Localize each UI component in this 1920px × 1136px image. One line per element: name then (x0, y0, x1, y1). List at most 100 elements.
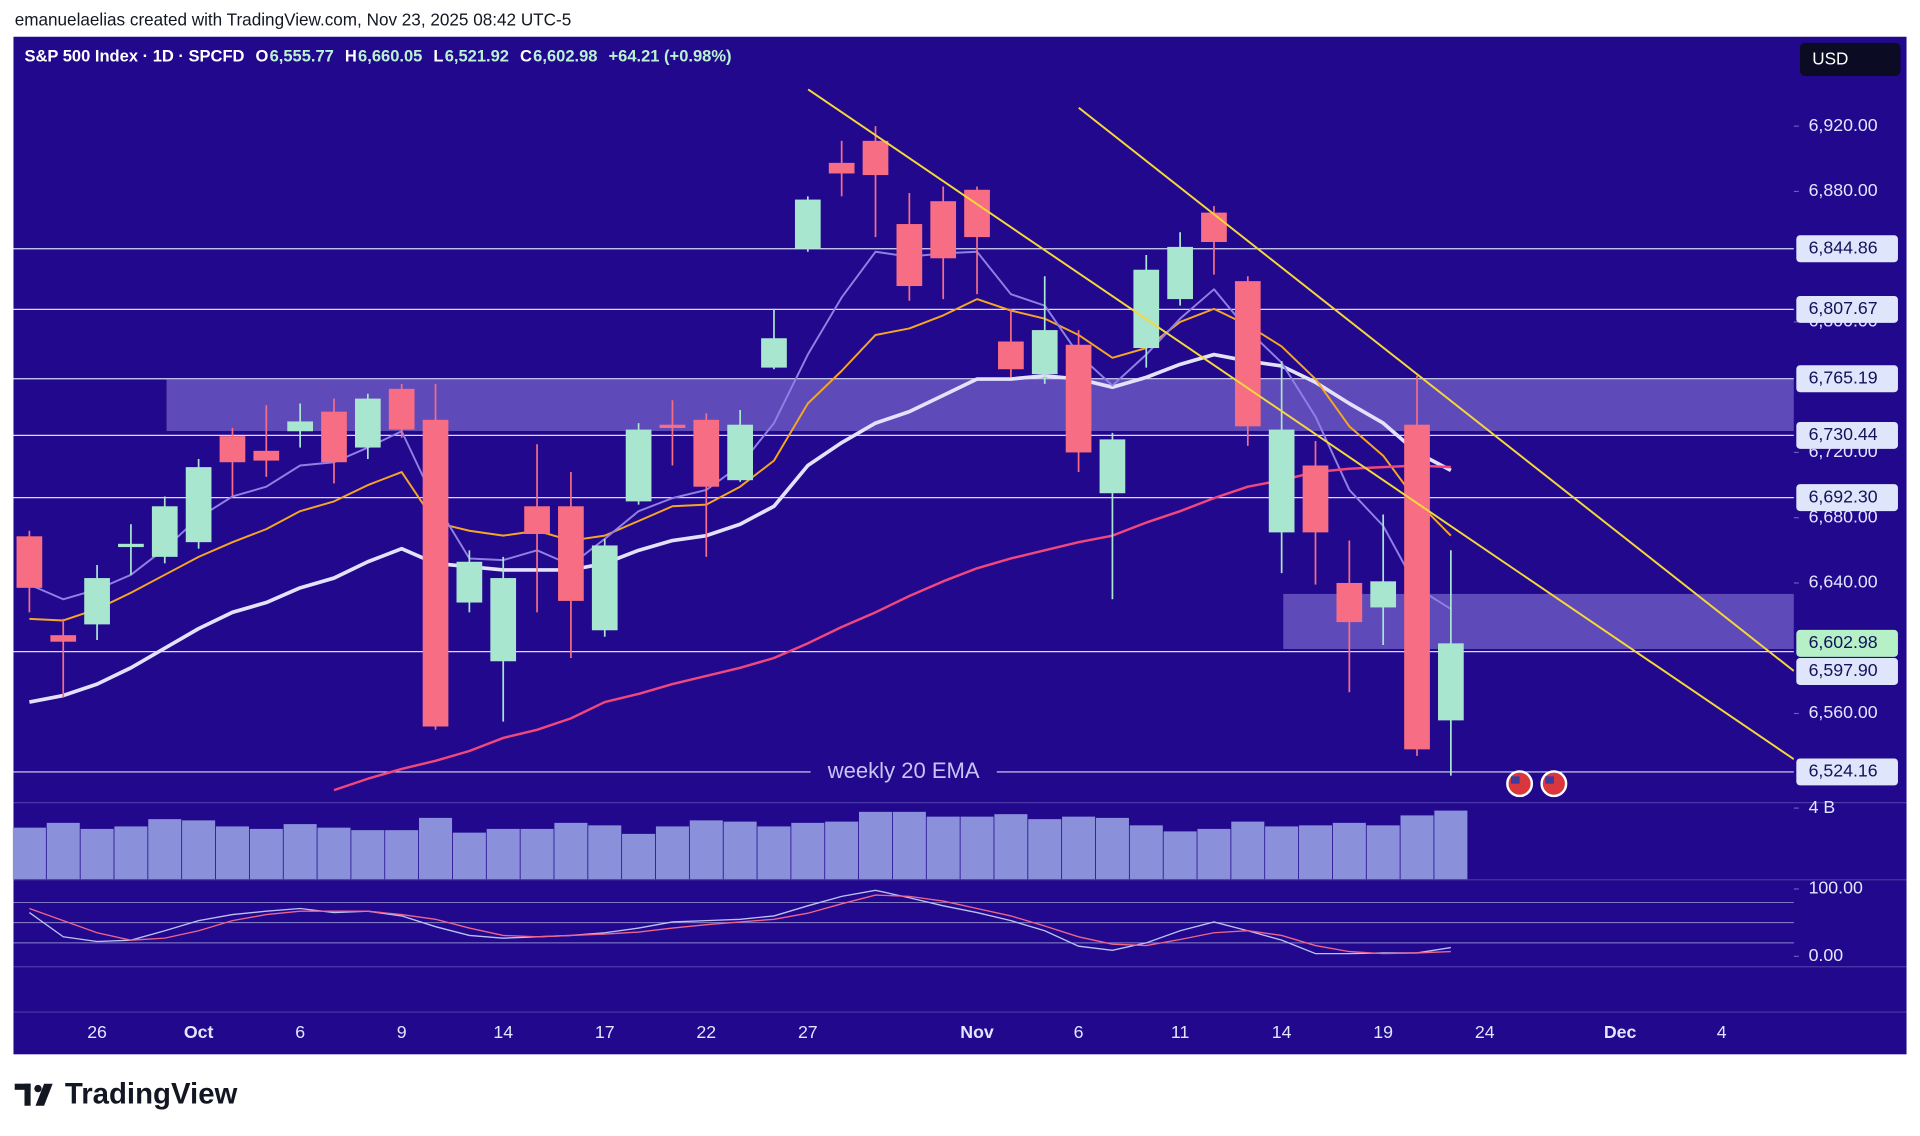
volume-bar (655, 826, 689, 880)
moving-average (333, 464, 1451, 792)
price-label-box (1796, 484, 1898, 512)
candle-body (388, 388, 415, 430)
price-label-box (1796, 421, 1898, 449)
volume-bar (1298, 825, 1333, 880)
candle-body (524, 506, 550, 535)
volume-pane (12, 810, 1468, 880)
price-label-box (1796, 758, 1898, 786)
logo-part (35, 1083, 53, 1106)
x-tick-label: 6 (295, 1022, 305, 1042)
volume-bar (1231, 821, 1265, 880)
legend-value: 6,660.05 (358, 47, 422, 66)
event-icons (1506, 770, 1568, 798)
volume-bar (825, 821, 859, 880)
x-tick-label: 11 (1171, 1022, 1189, 1042)
volume-bar (1197, 828, 1231, 880)
trendline (807, 88, 1794, 761)
volume-bar (452, 832, 486, 880)
price-label: 6,844.86 (1809, 237, 1878, 257)
legend-change: +64.21 (+0.98%) (608, 47, 731, 66)
price-label-box (1796, 629, 1898, 657)
volume-bar (182, 820, 216, 880)
legend-value: 6,521.92 (445, 47, 509, 66)
candle-body (1302, 465, 1329, 533)
x-tick-label: Oct (184, 1022, 214, 1042)
zones (166, 379, 1794, 649)
candle-body (591, 545, 618, 631)
candle-body (896, 224, 923, 287)
volume-bar (351, 830, 385, 880)
legend-name: L (433, 47, 443, 66)
candle-body (727, 424, 753, 481)
oscillator-line (28, 889, 1451, 955)
currency-box (1800, 42, 1901, 76)
volume-bar (723, 821, 757, 880)
candle-body (1438, 643, 1464, 721)
logo-part (14, 1083, 31, 1090)
y-tick-label: 100.00 (1809, 878, 1863, 898)
oscillator-line (29, 894, 1451, 955)
chart-background (13, 36, 1907, 1055)
candle-body (219, 436, 246, 463)
candle-body (151, 506, 178, 557)
candle-body (50, 635, 77, 642)
candle-body (1133, 269, 1160, 349)
x-tick-label: 14 (1272, 1022, 1292, 1042)
legend-value: 6,555.77 (270, 47, 334, 66)
volume-bar (994, 814, 1028, 880)
oscillator-pane (13, 889, 1794, 955)
volume-bar (317, 827, 351, 880)
candle-body (422, 419, 449, 727)
price-label: 6,765.19 (1809, 367, 1878, 387)
x-tick-label: Nov (960, 1022, 994, 1042)
legend-name: C (520, 47, 532, 66)
x-tick-label: 14 (493, 1022, 513, 1042)
x-tick-label: 17 (595, 1022, 615, 1042)
trendline (1078, 107, 1794, 672)
volume-bar (689, 820, 723, 880)
volume-bar (114, 826, 148, 880)
candle-body (16, 536, 43, 588)
candle-body (828, 162, 855, 174)
moving-average (29, 298, 1452, 622)
volume-bar (80, 828, 114, 880)
candle-body (693, 419, 720, 487)
legend: S&P 500 Index · 1D · SPCFD O6,555.77 H6,66… (24, 47, 731, 66)
x-tick-label: 4 (1717, 1022, 1727, 1042)
volume-bar (46, 822, 80, 880)
annotation: weekly 20 EMA (827, 758, 980, 783)
volume-bar (1400, 815, 1434, 880)
candle-body (321, 411, 347, 463)
x-tick-label: 27 (798, 1022, 818, 1042)
symbol-title: S&P 500 Index · 1D · SPCFD (24, 47, 244, 66)
volume-bar (554, 822, 588, 880)
volume-bar (215, 826, 249, 880)
axes: 6,920.006,880.006,800.006,720.006,680.00… (87, 115, 1898, 1042)
volume-bar (960, 816, 994, 880)
volume-bar (1434, 810, 1468, 880)
candle-body (84, 578, 110, 625)
volume-bar (1366, 825, 1400, 880)
logo-part (34, 1084, 42, 1093)
volume-bar (1028, 819, 1062, 880)
volume-bar (791, 822, 825, 880)
candle-body (1065, 344, 1092, 453)
x-tick-label: 9 (397, 1022, 407, 1042)
candle-body (761, 338, 787, 368)
volume-bar (1332, 822, 1366, 880)
price-label: 6,807.67 (1809, 298, 1878, 318)
volume-bar (622, 833, 656, 880)
candle-body (354, 398, 381, 448)
candle-body (625, 429, 652, 502)
volume-bar (892, 811, 926, 880)
volume-bar (418, 817, 453, 880)
price-label: 6,597.90 (1809, 660, 1878, 680)
candle-body (558, 506, 584, 601)
candle-body (1404, 424, 1430, 750)
candle-body (1031, 330, 1058, 375)
credit: emanuelaelias created with TradingView.c… (15, 9, 572, 29)
volume-bar (757, 826, 791, 880)
candle-body (1370, 581, 1397, 608)
y-tick-label: 6,640.00 (1809, 572, 1878, 592)
legend-value: 6,602.98 (533, 47, 597, 66)
